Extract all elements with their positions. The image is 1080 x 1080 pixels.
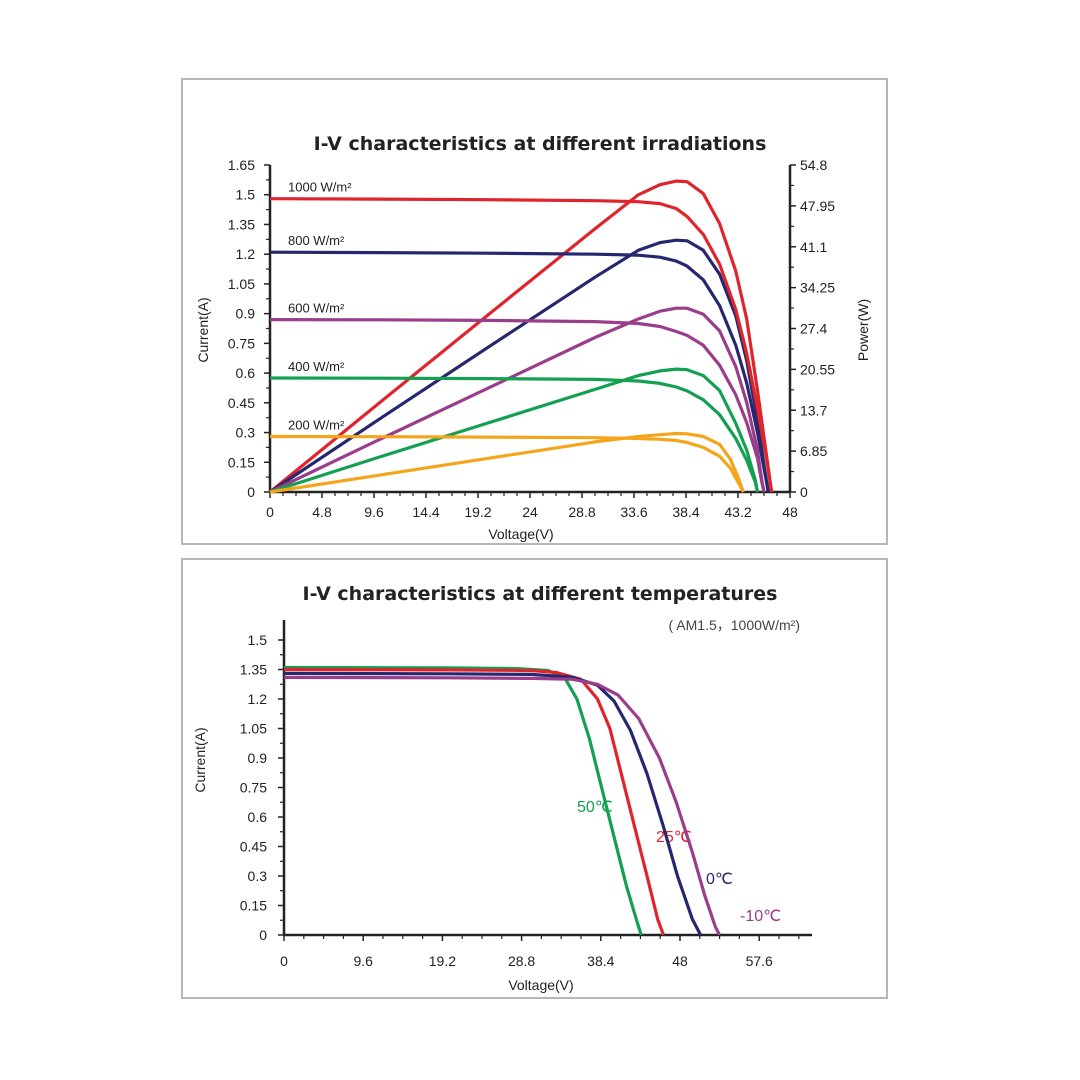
chart-1-x-tick-label: 28.8 <box>568 504 595 520</box>
series-label-2: 600 W/m² <box>288 301 345 316</box>
chart-1-y2-tick-label: 41.1 <box>800 239 827 255</box>
chart-1-y-axis-label: Current(A) <box>195 297 211 362</box>
chart-1-y-tick-label: 1.05 <box>228 276 255 292</box>
chart-2-plot: 0 9.6 19.2 28.8 38.4 48 57.6 0 0.15 0.3 0.45 0.6 0.7… <box>240 620 812 969</box>
temperature-label-3: -10℃ <box>740 908 781 925</box>
chart-2-y-tick-label: 1.5 <box>248 632 268 648</box>
chart-2-x-tick-label: 38.4 <box>587 953 614 969</box>
chart-1-y-tick-label: 0.9 <box>236 306 256 322</box>
power-curve-2 <box>269 306 766 494</box>
chart-1-y2-tick-label: 34.25 <box>800 280 835 296</box>
series-label-3: 400 W/m² <box>288 359 345 374</box>
chart-2-y-tick-label: 0.45 <box>240 839 267 855</box>
chart-1-x-tick-label: 19.2 <box>464 504 491 520</box>
chart-2-title: I-V characteristics at different tempera… <box>303 583 778 605</box>
chart-1-y-tick-label: 0.45 <box>228 395 255 411</box>
chart-1-y-tick-label: 1.65 <box>228 157 255 173</box>
chart-1-y2-axis-label: Power(W) <box>855 299 871 361</box>
chart-2-x-tick-label: 19.2 <box>429 953 456 969</box>
chart-2-x-tick-label: 48 <box>672 953 688 969</box>
chart-2-y-tick-label: 0.9 <box>248 750 268 766</box>
chart-2-y-tick-label: 1.35 <box>240 662 267 678</box>
chart-2-y-tick-label: 0.15 <box>240 898 267 914</box>
chart-1-y-tick-label: 0 <box>247 484 255 500</box>
current-curve-2 <box>269 318 766 493</box>
chart-1-x-axis-label: Voltage(V) <box>488 526 553 542</box>
chart-1-y-tick-label: 0.3 <box>236 425 256 441</box>
power-curve-1 <box>269 238 770 494</box>
chart-2-y-axis-label: Current(A) <box>192 727 208 792</box>
chart-2-x-tick-label: 9.6 <box>353 953 373 969</box>
chart-2-subtitle: ( AM1.5，1000W/m²) <box>669 617 800 633</box>
chart-1-x-tick-label: 4.8 <box>312 504 332 520</box>
series-label-0: 1000 W/m² <box>288 180 352 195</box>
chart-1-y2-tick-label: 54.8 <box>800 157 827 173</box>
chart-1-x-tick-label: 38.4 <box>672 504 699 520</box>
chart-1-x-tick-label: 24 <box>522 504 538 520</box>
chart-1-x-tick-label: 43.2 <box>724 504 751 520</box>
temperature-curve-1 <box>283 667 666 936</box>
chart-1-plot: 0 4.8 9.6 14.4 19.2 24 28.8 33.6 38.4 43.2 4800.15… <box>228 157 835 520</box>
temperature-curve-3 <box>283 675 722 936</box>
power-curve-4 <box>269 431 745 494</box>
chart-1-y-tick-label: 1.35 <box>228 216 255 232</box>
chart-1-x-tick-label: 48 <box>782 504 798 520</box>
chart-2-y-tick-label: 0.75 <box>240 780 267 796</box>
temperature-label-0: 50℃ <box>577 799 613 816</box>
chart-1-y2-tick-label: 6.85 <box>800 443 827 459</box>
chart-1-y-tick-label: 1.5 <box>236 187 256 203</box>
temperature-chart-panel <box>181 558 888 999</box>
chart-1-y2-tick-label: 47.95 <box>800 198 835 214</box>
chart-2-y-tick-label: 0 <box>259 927 267 943</box>
chart-2-y-tick-label: 0.3 <box>248 868 268 884</box>
chart-1-y-tick-label: 0.15 <box>228 454 255 470</box>
series-label-1: 800 W/m² <box>288 233 345 248</box>
chart-1-y-tick-label: 1.2 <box>236 246 256 262</box>
power-curve-0 <box>268 179 774 494</box>
chart-2-y-tick-label: 1.05 <box>240 721 267 737</box>
temperature-label-2: 0℃ <box>706 871 733 888</box>
chart-1-y2-tick-label: 13.7 <box>800 402 827 418</box>
current-curve-1 <box>269 250 770 493</box>
temperature-curve-0 <box>283 665 643 936</box>
chart-1-x-tick-label: 33.6 <box>620 504 647 520</box>
chart-1-y-tick-label: 0.6 <box>236 365 256 381</box>
chart-1-y-tick-label: 0.75 <box>228 335 255 351</box>
current-curve-4 <box>269 434 745 493</box>
chart-1-y2-tick-label: 20.55 <box>800 361 835 377</box>
chart-2-x-tick-label: 28.8 <box>508 953 535 969</box>
chart-1-x-tick-label: 14.4 <box>412 504 439 520</box>
current-curve-0 <box>269 197 774 493</box>
chart-1-title: I-V characteristics at different irradia… <box>314 133 767 155</box>
chart-1-x-tick-label: 0 <box>266 504 274 520</box>
chart-2-y-tick-label: 0.6 <box>248 809 268 825</box>
chart-2-x-tick-label: 0 <box>280 953 288 969</box>
current-curve-3 <box>269 376 760 493</box>
chart-1-y2-tick-label: 27.4 <box>800 321 827 337</box>
power-curve-3 <box>269 367 760 494</box>
series-label-4: 200 W/m² <box>288 418 345 433</box>
chart-2-x-tick-label: 57.6 <box>746 953 773 969</box>
chart-2-y-tick-label: 1.2 <box>248 691 268 707</box>
chart-2-x-axis-label: Voltage(V) <box>508 977 573 993</box>
chart-1-y2-tick-label: 0 <box>800 484 808 500</box>
temperature-curve-2 <box>283 671 703 936</box>
chart-1-x-tick-label: 9.6 <box>364 504 384 520</box>
